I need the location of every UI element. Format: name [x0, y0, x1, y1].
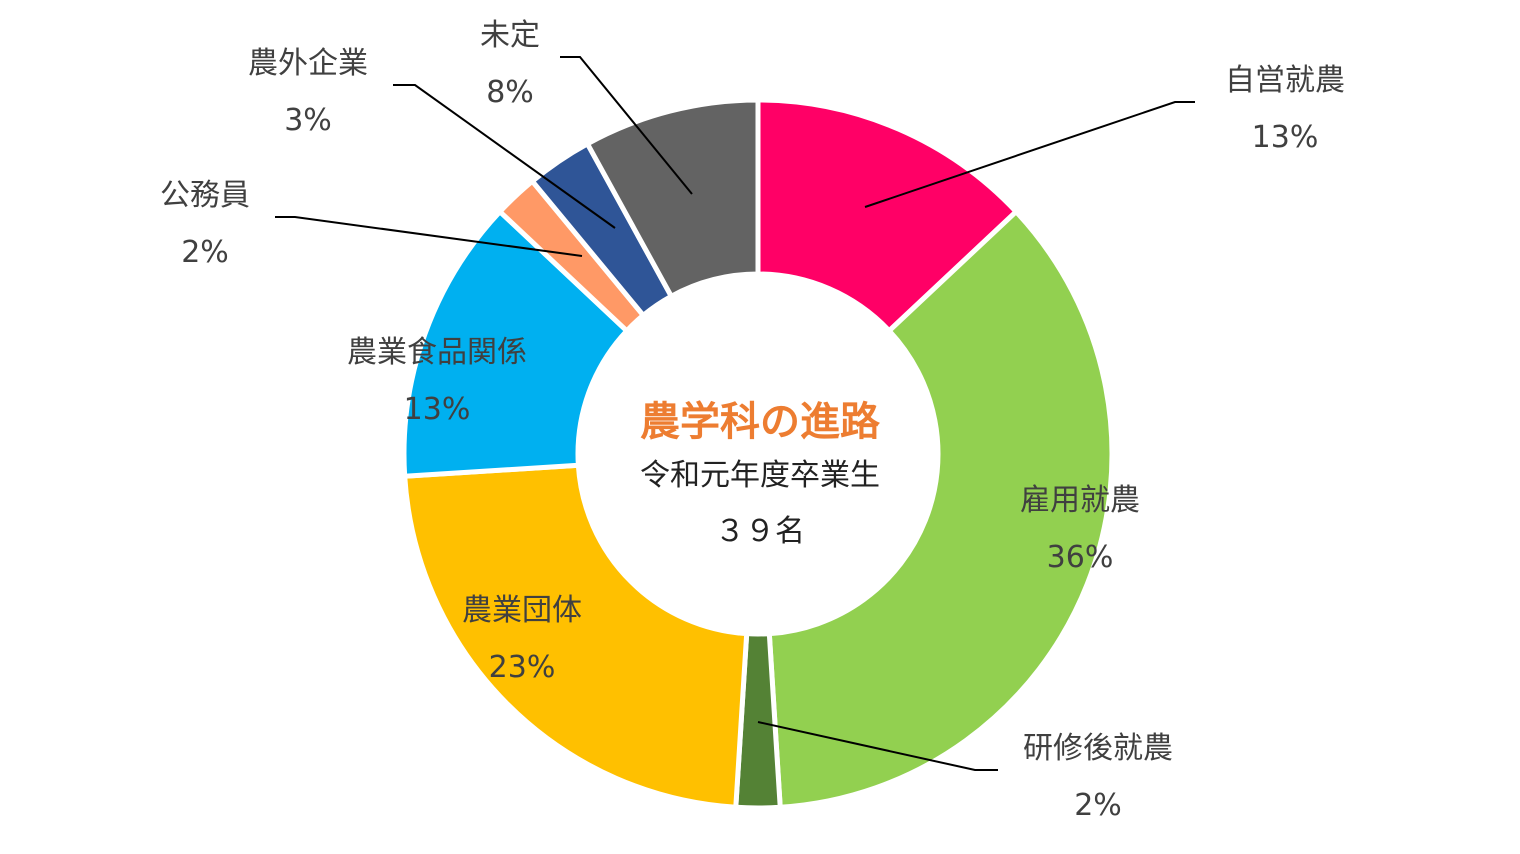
slice-label-8: 未定	[480, 18, 540, 53]
slice-percent-8: 8%	[486, 75, 534, 110]
leader-line-1	[864, 101, 1195, 208]
slice-percent-2: 36%	[1047, 540, 1114, 575]
slice-label-2: 雇用就農	[1020, 483, 1140, 518]
leader-lines	[275, 56, 1195, 771]
center-count: ３９名	[715, 514, 805, 549]
leader-line-6	[275, 216, 583, 257]
slice-5	[401, 208, 631, 479]
center-subtitle: 令和元年度卒業生	[640, 458, 880, 493]
slice-percent-3: 2%	[1074, 788, 1122, 823]
slice-label-7: 農外企業	[248, 46, 368, 81]
slice-2	[766, 208, 1115, 810]
slice-4	[402, 462, 750, 810]
slice-label-5: 農業食品関係	[347, 335, 527, 370]
slice-percent-4: 23%	[489, 650, 556, 685]
slice-label-3: 研修後就農	[1023, 731, 1173, 766]
slice-label-1: 自営就農	[1225, 63, 1345, 98]
center-text: 農学科の進路 令和元年度卒業生 ３９名	[640, 399, 881, 549]
donut-slices	[401, 97, 1115, 811]
leader-line-7	[393, 84, 616, 229]
slice-label-6: 公務員	[160, 178, 250, 213]
slice-percent-5: 13%	[404, 392, 471, 427]
slice-percent-7: 3%	[284, 103, 332, 138]
slice-percent-6: 2%	[181, 235, 229, 270]
center-title: 農学科の進路	[640, 399, 881, 445]
leader-line-3	[757, 721, 998, 771]
slice-percent-1: 13%	[1252, 120, 1319, 155]
slice-label-4: 農業団体	[462, 593, 582, 628]
slice-labels: 自営就農 13% 雇用就農 36% 研修後就農 2% 農業団体 23% 農業食品関係 13% 公務員…	[160, 18, 1345, 823]
leader-line-8	[560, 56, 693, 195]
slice-1	[755, 97, 1020, 335]
